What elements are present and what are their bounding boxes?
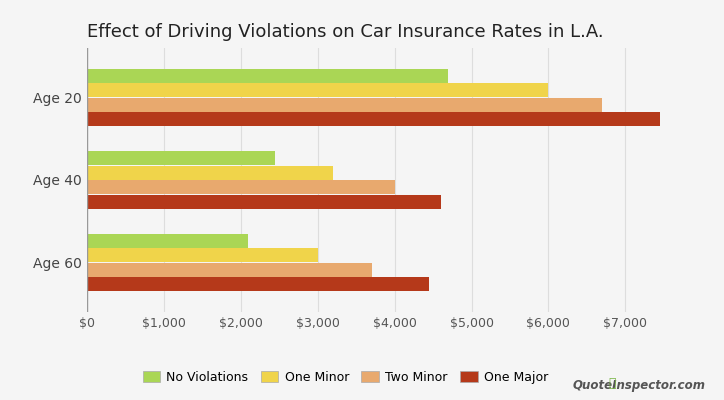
Legend: No Violations, One Minor, Two Minor, One Major: No Violations, One Minor, Two Minor, One… bbox=[138, 366, 553, 389]
Bar bbox=[87, 98, 602, 112]
Bar bbox=[87, 166, 333, 180]
Text: QuoteInspector.com: QuoteInspector.com bbox=[573, 379, 706, 392]
Text: Ⓠ: Ⓠ bbox=[608, 377, 615, 390]
Bar bbox=[87, 151, 275, 165]
Bar bbox=[87, 69, 448, 83]
Bar bbox=[87, 112, 660, 126]
Bar bbox=[87, 195, 441, 209]
Bar bbox=[87, 248, 318, 262]
Text: Effect of Driving Violations on Car Insurance Rates in L.A.: Effect of Driving Violations on Car Insu… bbox=[87, 23, 604, 41]
Bar bbox=[87, 277, 429, 291]
Bar bbox=[87, 234, 248, 248]
Bar bbox=[87, 180, 395, 194]
Bar bbox=[87, 263, 371, 277]
Bar bbox=[87, 83, 549, 97]
